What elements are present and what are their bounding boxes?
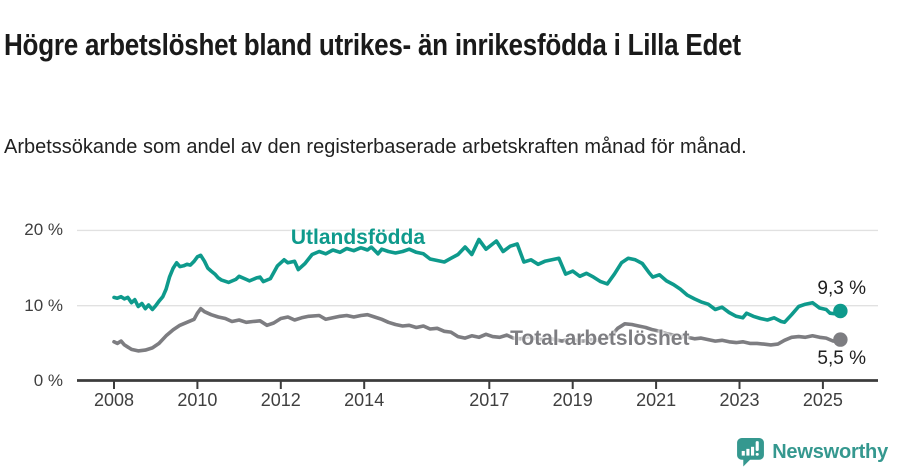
brand-name: Newsworthy [772,441,888,463]
page-subtitle: Arbetssökande som andel av den registerb… [4,136,747,158]
series-end-dot-0 [833,303,848,319]
newsworthy-bubble-chart-icon [737,438,765,467]
newsworthy-logo[interactable]: Newsworthy [736,437,888,468]
series-end-dot-1 [833,332,848,347]
series-line-0 [112,237,843,325]
series-line-1 [112,306,843,353]
page-title: Högre arbetslöshet bland utrikes- än inr… [4,26,741,62]
